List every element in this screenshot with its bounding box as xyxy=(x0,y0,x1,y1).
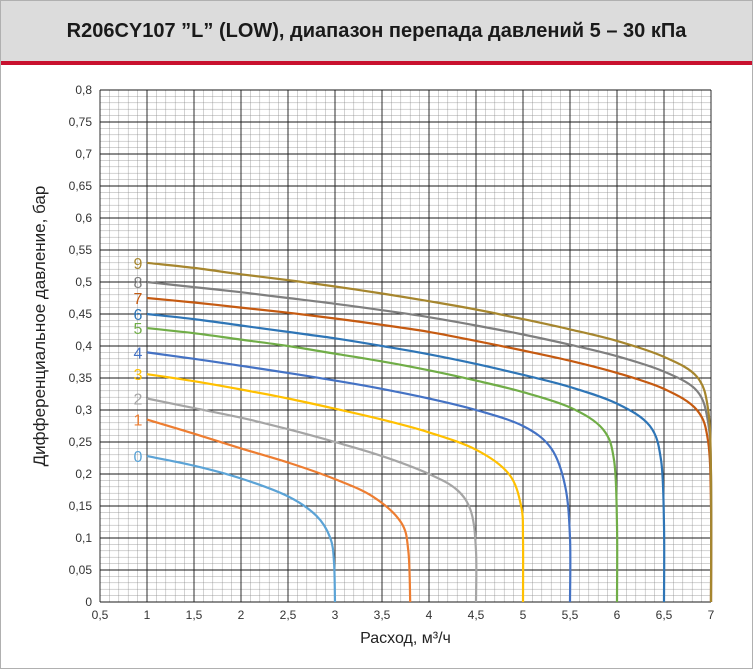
series-line-6 xyxy=(146,312,666,603)
x-tick-label: 4,5 xyxy=(468,608,485,622)
y-tick-label: 0,05 xyxy=(69,563,93,577)
y-tick-label: 0,2 xyxy=(75,467,92,481)
x-tick-label: 4 xyxy=(426,608,433,622)
series-line-9 xyxy=(146,261,713,603)
y-tick-label: 0,25 xyxy=(69,435,93,449)
chart-title: R206CY107 ”L” (LOW), диапазон перепада д… xyxy=(66,19,687,42)
series-line-8 xyxy=(146,280,713,603)
y-tick-label: 0,4 xyxy=(75,339,92,353)
series-label-0: 0 xyxy=(134,449,143,466)
y-tick-label: 0 xyxy=(85,595,92,609)
title-bar: R206CY107 ”L” (LOW), диапазон перепада д… xyxy=(1,1,752,61)
y-tick-label: 0,7 xyxy=(75,147,92,161)
y-tick-label: 0,8 xyxy=(75,83,92,97)
series-line-1 xyxy=(146,418,412,603)
y-tick-label: 0,6 xyxy=(75,211,92,225)
x-axis-label: Расход, м³/ч xyxy=(360,630,451,647)
series-label-1: 1 xyxy=(134,413,143,430)
series-label-9: 9 xyxy=(134,256,143,273)
y-axis-label: Дифференциальное давление, бар xyxy=(30,186,49,467)
y-tick-label: 0,1 xyxy=(75,531,92,545)
series-label-6: 6 xyxy=(134,307,143,324)
y-tick-label: 0,65 xyxy=(69,179,93,193)
series-label-4: 4 xyxy=(134,345,143,362)
series-line-4 xyxy=(146,351,572,603)
y-tick-label: 0,55 xyxy=(69,243,93,257)
x-tick-label: 1,5 xyxy=(186,608,203,622)
x-tick-label: 1 xyxy=(144,608,151,622)
y-tick-label: 0,45 xyxy=(69,307,93,321)
series-label-8: 8 xyxy=(134,275,143,292)
x-tick-label: 2 xyxy=(238,608,245,622)
x-tick-label: 6,5 xyxy=(656,608,673,622)
title-underline xyxy=(1,61,752,65)
series-line-5 xyxy=(146,327,619,603)
x-tick-label: 7 xyxy=(708,608,715,622)
x-tick-label: 3,5 xyxy=(374,608,391,622)
x-tick-label: 6 xyxy=(614,608,621,622)
y-tick-label: 0,5 xyxy=(75,275,92,289)
series-line-0 xyxy=(146,455,337,603)
series-label-7: 7 xyxy=(134,291,143,308)
series-label-5: 5 xyxy=(134,321,143,338)
series-label-3: 3 xyxy=(134,367,143,384)
series-line-2 xyxy=(146,397,478,603)
x-tick-label: 5 xyxy=(520,608,527,622)
y-tick-label: 0,3 xyxy=(75,403,92,417)
y-tick-label: 0,15 xyxy=(69,499,93,513)
y-tick-label: 0,35 xyxy=(69,371,93,385)
x-tick-label: 0,5 xyxy=(92,608,109,622)
series-label-2: 2 xyxy=(134,391,143,408)
x-tick-label: 2,5 xyxy=(280,608,297,622)
x-tick-label: 5,5 xyxy=(562,608,579,622)
x-tick-label: 3 xyxy=(332,608,339,622)
series-line-3 xyxy=(146,373,525,603)
y-tick-label: 0,75 xyxy=(69,115,93,129)
series-line-7 xyxy=(146,296,713,603)
